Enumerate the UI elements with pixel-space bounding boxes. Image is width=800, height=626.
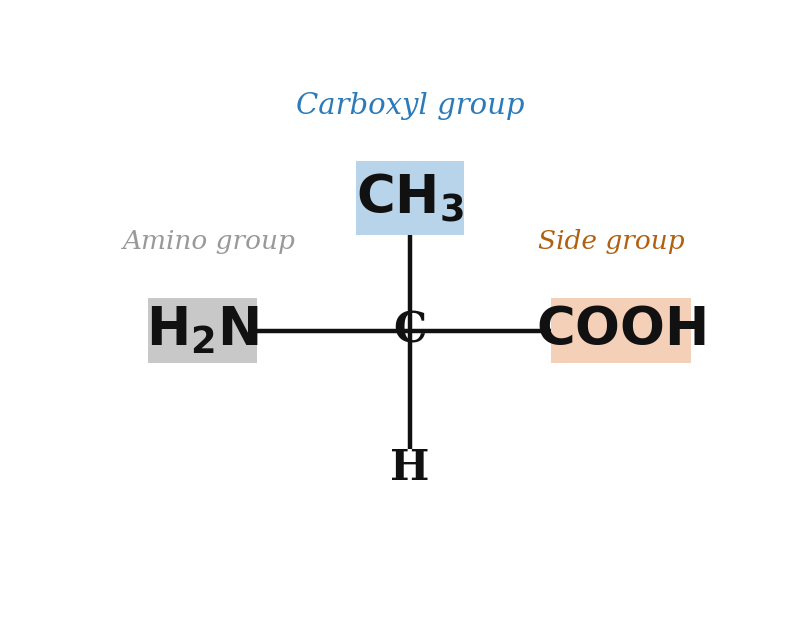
FancyBboxPatch shape — [356, 161, 464, 235]
Text: Carboxyl group: Carboxyl group — [296, 93, 524, 120]
Text: Amino group: Amino group — [122, 229, 295, 254]
FancyBboxPatch shape — [148, 298, 257, 363]
FancyBboxPatch shape — [551, 298, 690, 363]
Text: $\mathbf{H_2N}$: $\mathbf{H_2N}$ — [146, 305, 259, 356]
Text: Side group: Side group — [538, 229, 685, 254]
Text: $\mathbf{CH_3}$: $\mathbf{CH_3}$ — [356, 172, 464, 225]
Text: $\mathbf{COOH}$: $\mathbf{COOH}$ — [536, 305, 706, 356]
Text: H: H — [390, 447, 430, 489]
Text: C: C — [394, 310, 426, 352]
